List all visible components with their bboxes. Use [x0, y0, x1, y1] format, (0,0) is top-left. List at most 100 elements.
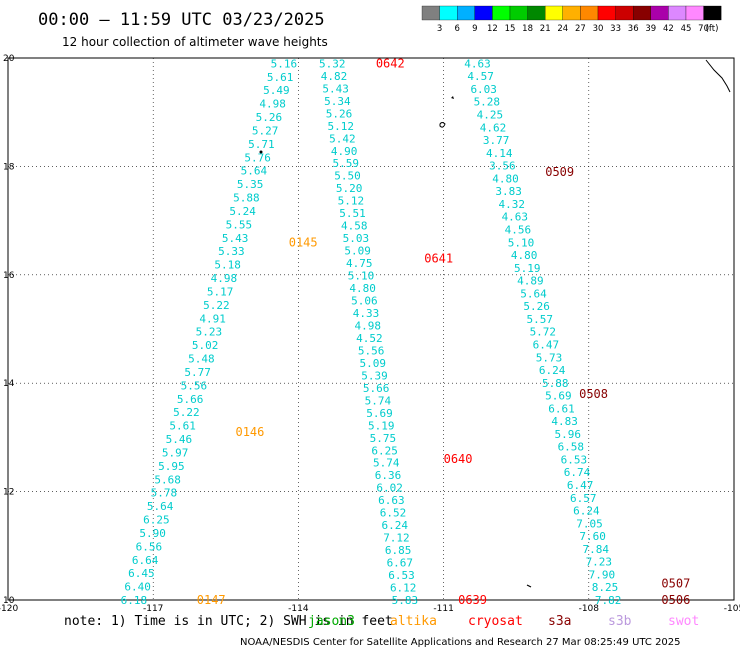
wave-height-value: 4.90: [331, 145, 358, 158]
wave-height-value: 5.27: [252, 124, 279, 137]
colorbar-swatch: [580, 5, 599, 21]
wave-height-value: 5.12: [338, 195, 365, 208]
wave-height-value: 4.80: [511, 249, 538, 262]
pass-time-label: 0509: [545, 165, 574, 179]
wave-height-value: 7.90: [589, 568, 616, 581]
pass-time-label: 0147: [197, 593, 226, 607]
wave-height-value: 5.23: [196, 326, 223, 339]
colorbar-label: 39: [645, 24, 656, 34]
wave-height-value: 4.89: [517, 275, 544, 288]
x-tick-label: -105: [724, 604, 740, 614]
colorbar-label: 24: [557, 24, 568, 34]
wave-height-value: 5.26: [326, 107, 353, 120]
wave-height-value: 5.50: [334, 170, 361, 183]
wave-height-value: 5.56: [181, 379, 208, 392]
island-mark: [451, 96, 454, 99]
colorbar-swatch: [492, 5, 511, 21]
wave-height-value: 4.91: [199, 312, 226, 325]
colorbar-label: 15: [505, 24, 516, 34]
colorbar-swatch: [562, 5, 581, 21]
colorbar-label: 30: [593, 24, 604, 34]
wave-height-value: 6.53: [388, 569, 415, 582]
colorbar-label: (ft): [706, 24, 719, 34]
colorbar-label: 36: [628, 24, 639, 34]
wave-height-value: 5.64: [147, 500, 174, 513]
wave-height-value: 6.57: [570, 492, 597, 505]
wave-height-value: 4.33: [353, 307, 380, 320]
x-tick-label: -111: [433, 604, 453, 614]
x-tick-label: -120: [0, 604, 18, 614]
y-tick-label: 14: [3, 379, 15, 389]
wave-height-value: 4.98: [259, 98, 286, 111]
wave-height-value: 6.85: [385, 544, 412, 557]
legend-swot: swot: [668, 614, 699, 629]
colorbar-label: 70: [698, 24, 709, 34]
wave-height-value: 5.42: [329, 132, 356, 145]
wave-height-value: 5.09: [360, 357, 387, 370]
wave-height-value: 5.68: [154, 473, 181, 486]
wave-height-value: 6.47: [533, 338, 560, 351]
pass-time-label: 0641: [424, 252, 453, 266]
wave-height-value: 7.60: [579, 530, 606, 543]
legend-cryosat: cryosat: [468, 614, 523, 629]
colorbar-swatch: [457, 5, 475, 21]
wave-height-value: 5.57: [526, 313, 553, 326]
wave-height-value: 5.56: [358, 344, 385, 357]
wave-height-value: 4.62: [480, 121, 507, 134]
colorbar-swatch: [633, 5, 651, 21]
wave-height-value: 4.63: [502, 211, 529, 224]
wave-height-value: 5.61: [267, 71, 294, 84]
colorbar-label: 6: [454, 24, 459, 34]
wave-height-value: 5.17: [207, 285, 234, 298]
wave-height-value: 6.02: [376, 482, 403, 495]
wave-height-value: 6.67: [387, 557, 414, 570]
pass-time-label: 0639: [458, 593, 487, 607]
wave-height-value: 6.25: [143, 514, 170, 527]
wave-height-value: 4.63: [464, 57, 491, 70]
plot-frame: [7, 57, 735, 601]
wave-height-value: 5.83: [392, 594, 419, 607]
colorbar-swatch: [474, 5, 493, 21]
colorbar-label: 3: [437, 24, 442, 34]
wave-height-value: 4.83: [551, 415, 578, 428]
wave-height-value: 5.48: [188, 353, 215, 366]
colorbar-swatch: [545, 5, 563, 21]
wave-height-value: 4.52: [356, 332, 383, 345]
wave-height-value: 5.39: [361, 369, 388, 382]
colorbar-swatch: [685, 5, 704, 21]
wave-height-value: 5.69: [545, 390, 572, 403]
wave-height-value: 5.96: [554, 428, 581, 441]
wave-height-value: 5.55: [226, 218, 253, 231]
wave-height-value: 6.64: [132, 554, 159, 567]
wave-height-value: 6.52: [380, 507, 407, 520]
wave-height-value: 5.03: [343, 232, 370, 245]
wave-height-value: 6.40: [124, 581, 151, 594]
grid-lines: [8, 58, 734, 600]
wave-height-value: 4.80: [349, 282, 376, 295]
wave-height-value: 5.97: [162, 446, 189, 459]
wave-height-value: 5.33: [218, 245, 245, 258]
wave-height-value: 3.56: [489, 160, 516, 173]
wave-height-value: 5.72: [530, 326, 557, 339]
wave-height-value: 5.20: [336, 182, 363, 195]
colorbar-label: 12: [487, 24, 498, 34]
wave-height-value: 5.64: [241, 165, 268, 178]
wave-height-value: 6.58: [558, 441, 585, 454]
wave-height-value: 8.25: [592, 581, 619, 594]
wave-height-value: 6.18: [121, 594, 148, 607]
wave-height-value: 5.22: [173, 406, 200, 419]
wave-height-value: 7.05: [576, 517, 603, 530]
wave-height-value: 6.24: [573, 505, 600, 518]
wave-height-value: 4.56: [505, 224, 532, 237]
colorbar-label: 21: [540, 24, 551, 34]
track-s3a: 4.634.576.035.284.254.623.774.143.564.80…: [464, 57, 621, 607]
pass-time-label: 0506: [661, 593, 690, 607]
wave-height-value: 5.51: [339, 207, 366, 220]
colorbar-swatch: [439, 5, 458, 21]
wave-height-value: 4.82: [321, 70, 348, 83]
pass-time-label: 0145: [289, 235, 318, 249]
colorbar-label: 42: [663, 24, 674, 34]
wave-height-value: 5.24: [229, 205, 256, 218]
